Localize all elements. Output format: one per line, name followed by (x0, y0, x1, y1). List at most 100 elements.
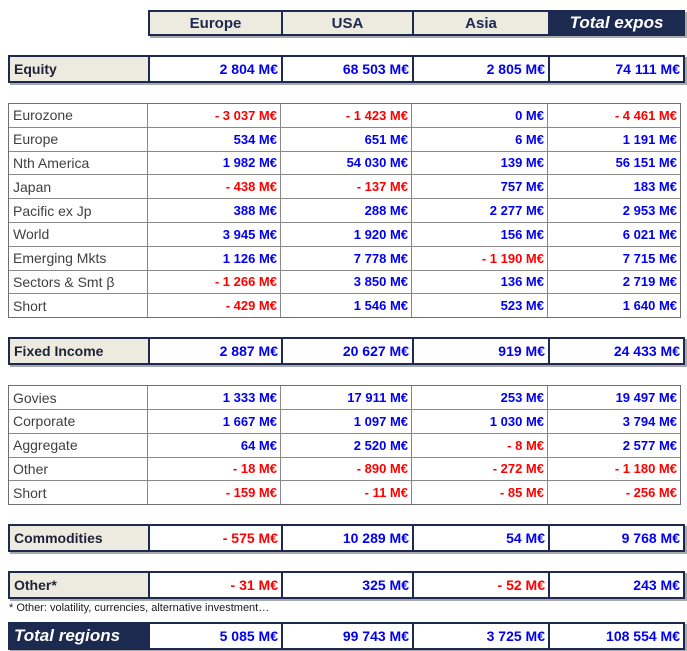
table-body: Equity 2 804 M€ 68 503 M€ 2 805 M€ 74 111 M€… (8, 55, 685, 651)
table-row: World 3 945 M€ 1 920 M€ 156 M€ 6 021 M€ (9, 222, 680, 247)
value-cell: - 137 M€ (281, 175, 412, 199)
row-label: Fixed Income (10, 339, 150, 364)
value-cell: 156 M€ (412, 222, 548, 246)
row-label: Sectors & Smt β (9, 270, 148, 294)
row-label: Nth America (9, 151, 148, 175)
value-cell: 2 719 M€ (622, 274, 677, 290)
value-cell: 288 M€ (281, 199, 412, 222)
table-row: Aggregate 64 M€ 2 520 M€ - 8 M€ 2 577 M€ (9, 433, 680, 458)
value-cell: 1 546 M€ (281, 294, 412, 318)
value-cell: - 52 M€ (414, 573, 550, 598)
value-cell: 54 030 M€ (281, 151, 412, 175)
value-cell: 139 M€ (412, 151, 548, 175)
column-header-usa: USA (283, 12, 414, 34)
value-cell: 1 982 M€ (148, 151, 281, 175)
value-cell: - 4 461 M€ (614, 107, 677, 123)
column-header-total-expos: Total expos (550, 12, 683, 34)
value-cell: 3 945 M€ (148, 222, 281, 246)
value-cell: 10 289 M€ (283, 526, 414, 551)
value-cell: 1 920 M€ (281, 222, 412, 246)
value-cell: 757 M€ (412, 175, 548, 199)
value-cell: - 1 190 M€ (412, 246, 548, 270)
value-cell: 20 627 M€ (283, 339, 414, 364)
value-cell: 136 M€ (412, 270, 548, 294)
value-cell: 1 126 M€ (148, 246, 281, 270)
row-label: Short (9, 481, 148, 505)
column-header-asia: Asia (414, 12, 550, 34)
table-row: Japan - 438 M€ - 137 M€ 757 M€ 183 M€ (9, 175, 680, 200)
row-label: World (9, 222, 148, 246)
detail-table: Govies 1 333 M€ 17 911 M€ 253 M€ 19 497 M€ Co… (8, 385, 681, 506)
value-cell: - 272 M€ (412, 457, 548, 481)
table-row: Sectors & Smt β- 1 266 M€ 3 850 M€ 136 M€ 2… (9, 270, 680, 295)
value-cell: - 11 M€ (281, 481, 412, 505)
value-cell: 2 520 M€ (281, 433, 412, 457)
value-cell: - 890 M€ (281, 457, 412, 481)
table-row: Europe 534 M€ 651 M€ 6 M€ 1 191 M€ (9, 127, 680, 152)
value-cell: 108 554 M€ (550, 624, 683, 649)
value-cell: 2 804 M€ (150, 57, 283, 81)
column-header-row: Europe USA Asia Total expos (148, 10, 685, 36)
value-cell: 2 887 M€ (150, 339, 283, 364)
value-cell: 3 850 M€ (281, 270, 412, 294)
value-cell: 523 M€ (412, 294, 548, 318)
row-label: Short (9, 294, 148, 318)
value-cell: - 85 M€ (412, 481, 548, 505)
row-label: Total regions (10, 624, 150, 649)
value-cell: 253 M€ (412, 386, 548, 409)
table-row: Emerging Mkts 1 126 M€ 7 778 M€ - 1 190 M€ 7… (9, 246, 680, 271)
table-row: Short - 429 M€ 1 546 M€ 523 M€ 1 640 M€ (9, 294, 680, 318)
value-cell: 534 M€ (148, 127, 281, 151)
row-label: Japan (9, 175, 148, 199)
value-cell: 2 277 M€ (412, 199, 548, 222)
value-cell: - 429 M€ (148, 294, 281, 318)
value-cell: - 438 M€ (148, 175, 281, 199)
value-cell: 919 M€ (414, 339, 550, 364)
section-row-commodities: Commodities - 575 M€ 10 289 M€ 54 M€ 9 768 M… (8, 524, 685, 553)
table-row: Short - 159 M€ - 11 M€ - 85 M€ - 256 M€ (9, 481, 680, 505)
value-cell: 1 030 M€ (412, 409, 548, 433)
value-cell: - 3 037 M€ (148, 104, 281, 127)
table-row: Nth America 1 982 M€ 54 030 M€ 139 M€ 56 151… (9, 151, 680, 176)
value-cell: 68 503 M€ (283, 57, 414, 81)
section-row-equity: Equity 2 804 M€ 68 503 M€ 2 805 M€ 74 111 M€ (8, 55, 685, 83)
value-cell: 1 191 M€ (622, 131, 677, 147)
table-row: Corporate 1 667 M€ 1 097 M€ 1 030 M€ 3 794 M… (9, 409, 680, 434)
table-row: Pacific ex Jp 388 M€ 288 M€ 2 277 M€ 2 953 M… (9, 199, 680, 223)
value-cell: - 256 M€ (625, 485, 677, 501)
row-label: Govies (9, 386, 148, 409)
value-cell: 24 433 M€ (550, 339, 683, 364)
column-header-europe: Europe (150, 12, 283, 34)
value-cell: 243 M€ (550, 573, 683, 598)
value-cell: - 8 M€ (412, 433, 548, 457)
row-label: Equity (10, 57, 150, 81)
row-label: Commodities (10, 526, 150, 551)
value-cell: - 575 M€ (150, 526, 283, 551)
value-cell: - 1 423 M€ (281, 104, 412, 127)
row-label: Corporate (9, 409, 148, 433)
value-cell: 56 151 M€ (615, 155, 677, 171)
row-label: Other* (10, 573, 150, 598)
value-cell: 99 743 M€ (283, 624, 414, 649)
value-cell: 5 085 M€ (150, 624, 283, 649)
table-row: Govies 1 333 M€ 17 911 M€ 253 M€ 19 497 M€ (9, 386, 680, 410)
value-cell: 54 M€ (414, 526, 550, 551)
value-cell: 651 M€ (281, 127, 412, 151)
value-cell: 1 333 M€ (148, 386, 281, 409)
row-label: Europe (9, 127, 148, 151)
footnote: * Other: volatility, currencies, alterna… (9, 602, 270, 615)
detail-table: Eurozone - 3 037 M€ - 1 423 M€ 0 M€ - 4 461 … (8, 103, 681, 319)
value-cell: 74 111 M€ (550, 57, 683, 81)
value-cell: - 1 180 M€ (614, 461, 677, 477)
section-row-total-regions: Total regions 5 085 M€ 99 743 M€ 3 725 M€ 10… (8, 622, 685, 651)
value-cell: 7 778 M€ (281, 246, 412, 270)
section-row-other: Other* - 31 M€ 325 M€ - 52 M€ 243 M€ (8, 571, 685, 600)
value-cell: 2 805 M€ (414, 57, 550, 81)
value-cell: 325 M€ (283, 573, 414, 598)
value-cell: 0 M€ (412, 104, 548, 127)
value-cell: 6 M€ (412, 127, 548, 151)
value-cell: - 18 M€ (148, 457, 281, 481)
value-cell: 1 640 M€ (622, 298, 677, 314)
value-cell: 6 021 M€ (622, 226, 677, 242)
table-row: Other - 18 M€ - 890 M€ - 272 M€ - 1 180 M€ (9, 457, 680, 482)
